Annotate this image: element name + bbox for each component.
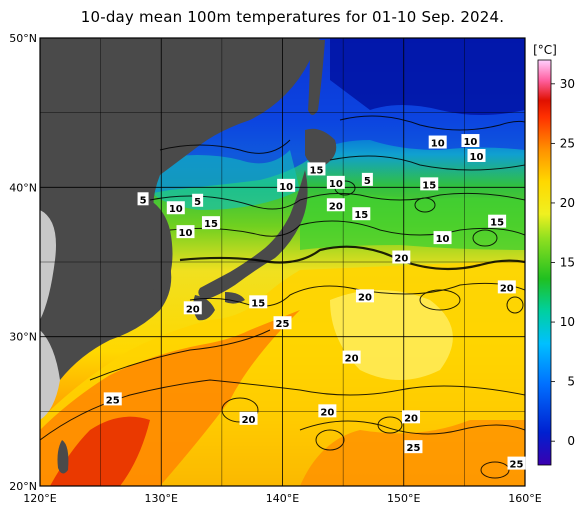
contour-label: 20: [342, 350, 361, 365]
lat-tick-label: 50°N: [9, 32, 37, 45]
graticule: [40, 38, 525, 486]
lon-tick-label: 130°E: [145, 492, 178, 505]
svg-text:25: 25: [106, 395, 120, 406]
map-frame: [39, 37, 526, 487]
svg-text:5: 5: [364, 176, 371, 187]
lat-tick-label: 20°N: [9, 480, 37, 493]
lon-tick-label: 160°E: [508, 492, 541, 505]
svg-text:20: 20: [404, 413, 418, 424]
svg-text:25: 25: [276, 319, 290, 330]
contour-label: 25: [103, 392, 122, 406]
contour-label: 20: [183, 301, 202, 315]
contour-label: 15: [249, 295, 268, 309]
lon-tick-label: 150°E: [387, 492, 420, 505]
svg-text:20: 20: [242, 415, 256, 426]
svg-text:10: 10: [470, 152, 484, 163]
svg-text:20: 20: [500, 283, 514, 294]
contour-label: 10: [428, 135, 447, 150]
contour-label: 15: [420, 177, 439, 191]
svg-text:10: 10: [436, 234, 450, 245]
colorbar-tick-label: 25: [560, 136, 575, 150]
colorbar-tick-label: 20: [560, 196, 575, 210]
axis-ticks: 120°E 130°E 140°E 150°E 160°E 50°N 40°N 30°N 20°…: [9, 32, 542, 505]
contour-label: 25: [273, 316, 292, 330]
contour-label: 5: [361, 172, 373, 187]
map-title: 10-day mean 100m temperatures for 01-10 …: [80, 8, 505, 26]
lat-tick-label: 30°N: [9, 331, 37, 344]
svg-text:20: 20: [358, 292, 372, 303]
contour-label: 25: [404, 440, 423, 454]
colorbar-unit: [°C]: [533, 43, 557, 57]
contour-label: 20: [497, 280, 516, 294]
colorbar-scale: [537, 59, 552, 466]
colorbar-tick-label: 0: [567, 434, 575, 448]
lon-tick-label: 140°E: [266, 492, 299, 505]
svg-text:10: 10: [463, 137, 477, 148]
colorbar-tick-label: 15: [560, 256, 575, 270]
contour-lines: [40, 115, 525, 479]
contour-label: 10: [176, 225, 195, 239]
svg-text:20: 20: [329, 201, 343, 212]
svg-text:15: 15: [309, 165, 323, 176]
contour-label: 10: [433, 231, 452, 245]
contour-label: 10: [166, 201, 185, 215]
contour-label: 20: [355, 289, 374, 303]
svg-text:15: 15: [251, 298, 265, 309]
lon-tick-label: 120°E: [23, 492, 56, 505]
svg-text:10: 10: [279, 182, 293, 193]
svg-text:15: 15: [490, 218, 504, 229]
contour-label: 10: [467, 148, 486, 163]
svg-text:15: 15: [422, 180, 436, 191]
contour-label: 5: [137, 192, 149, 206]
contour-label: 20: [239, 411, 258, 426]
colorbar: [°C] 30 25 20 15 10 5 0: [533, 43, 575, 466]
contour-label: 10: [277, 178, 296, 193]
contour-label: 15: [307, 162, 326, 176]
contour-label: 15: [488, 214, 507, 229]
colorbar-tick-label: 5: [567, 375, 575, 389]
contour-label: 20: [402, 410, 421, 424]
svg-text:15: 15: [204, 219, 218, 230]
colorbar-tick-label: 10: [560, 315, 575, 329]
contour-label: 15: [201, 216, 220, 230]
svg-text:20: 20: [186, 304, 200, 315]
contour-label: 10: [326, 175, 345, 190]
contour-label: 15: [352, 207, 371, 221]
contour-label: 20: [392, 250, 411, 265]
svg-text:10: 10: [179, 228, 193, 239]
svg-text:20: 20: [345, 354, 359, 365]
lat-tick-label: 40°N: [9, 181, 37, 194]
svg-text:25: 25: [406, 443, 420, 454]
svg-text:10: 10: [329, 179, 343, 190]
contour-label: 25: [507, 456, 526, 471]
svg-text:5: 5: [140, 195, 147, 206]
contour-label: 10: [461, 134, 480, 148]
svg-text:5: 5: [194, 197, 201, 208]
contour-label: 20: [326, 198, 345, 212]
svg-text:15: 15: [354, 210, 368, 221]
svg-text:25: 25: [510, 460, 524, 471]
svg-text:10: 10: [169, 204, 183, 215]
contour-label: 20: [318, 404, 337, 418]
svg-text:10: 10: [431, 139, 445, 150]
colorbar-tick-label: 30: [560, 77, 575, 91]
contour-label: 5: [192, 193, 204, 208]
svg-text:20: 20: [394, 254, 408, 265]
svg-text:20: 20: [320, 407, 334, 418]
